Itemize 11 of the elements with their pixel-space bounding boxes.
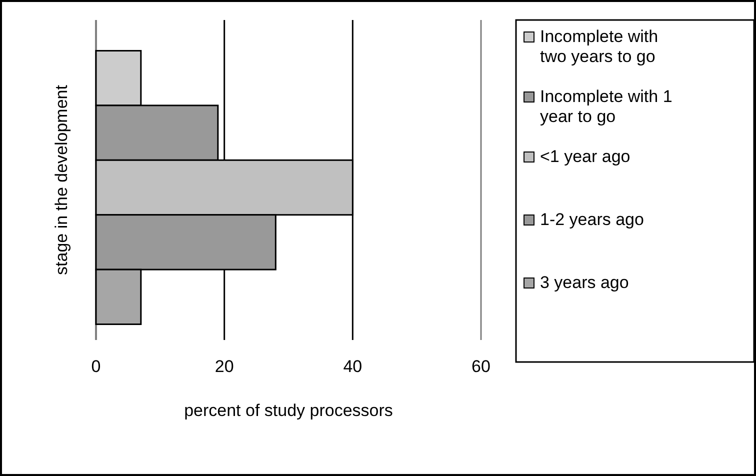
x-tick-label: 40	[343, 357, 362, 376]
x-axis-title: percent of study processors	[184, 401, 393, 420]
legend-label: Incomplete with two years to go	[540, 27, 658, 66]
x-tick-label: 60	[472, 357, 490, 376]
legend-label: <1 year ago	[540, 147, 630, 166]
x-tick-label: 20	[214, 357, 234, 376]
legend-label: Incomplete with 1 year to go	[540, 87, 672, 126]
y-axis-title: stage in the development	[52, 84, 71, 275]
legend-label: 1-2 years ago	[540, 210, 644, 229]
legend-label: 3 years ago	[540, 273, 629, 292]
x-tick-label: 0	[91, 357, 101, 376]
